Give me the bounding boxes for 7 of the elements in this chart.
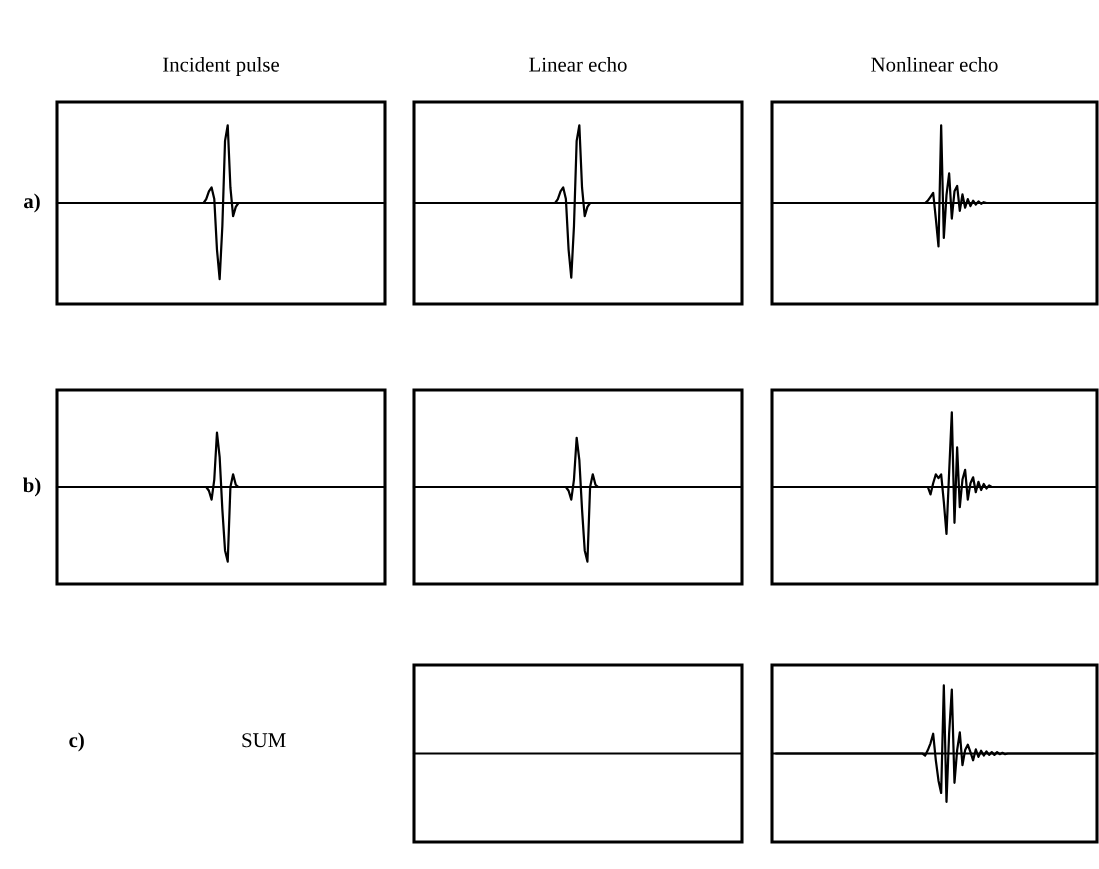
chart-title: Linear echo: [529, 56, 627, 72]
chart-title: Incident pulse: [163, 56, 279, 76]
y-axis-title: a): [23, 193, 40, 213]
text: c): [69, 732, 84, 752]
text: SUM: [242, 733, 286, 748]
y-axis-title: b): [23, 477, 41, 497]
chart-title: Nonlinear echo: [871, 56, 998, 72]
